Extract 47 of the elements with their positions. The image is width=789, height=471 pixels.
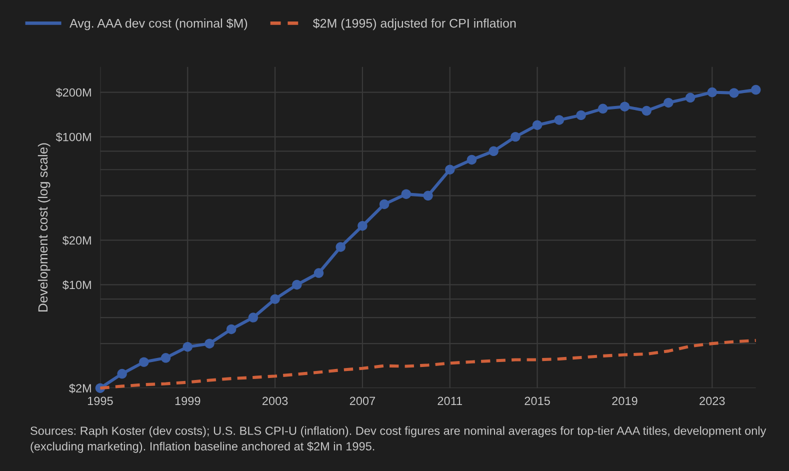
point (664, 98, 674, 108)
point (554, 115, 564, 125)
point (358, 221, 368, 231)
point (423, 190, 433, 201)
point (204, 338, 214, 348)
x-tick-label: 2015 (524, 396, 550, 406)
point (248, 312, 258, 322)
y-tick-label: $20M (62, 236, 91, 246)
legend-label: Avg. AAA dev cost (nominal $M) (70, 18, 248, 30)
point (685, 92, 696, 102)
y-tick-label: $10M (62, 280, 91, 290)
point (751, 84, 761, 95)
point (292, 280, 302, 290)
x-tick-label: 1995 (88, 396, 113, 406)
point (576, 110, 586, 120)
point (510, 132, 520, 142)
source-note: Sources: Raph Koster (dev costs); U.S. BLS CPI-U (inflation). Dev cost figures are nominal averages for top-tier AAA titles, development only (excluding marketing). Inflation baseline anchored at $2M in 1995. (30, 426, 766, 453)
y-tick-label: $200M (56, 88, 91, 98)
x-tick-label: 2003 (262, 396, 288, 406)
x-tick-label: 2023 (700, 396, 725, 406)
x-tick-label: 1999 (175, 396, 200, 406)
legend-label: $2M (1995) adjusted for CPI inflation (312, 18, 516, 30)
point (379, 199, 390, 210)
x-tick-label: 2011 (438, 396, 462, 406)
point (620, 102, 630, 112)
point (226, 324, 236, 334)
point (401, 189, 412, 199)
point (182, 342, 192, 352)
x-tick-label: 2007 (350, 396, 376, 406)
point (270, 294, 280, 304)
x-tick-label: 2019 (612, 396, 638, 406)
point (466, 154, 477, 165)
point (488, 146, 498, 156)
point (160, 353, 171, 363)
y-tick-label: $100M (56, 132, 91, 142)
point (117, 368, 127, 379)
point (336, 242, 346, 252)
point (729, 88, 739, 98)
point (314, 268, 324, 278)
point (642, 106, 652, 116)
point (139, 357, 149, 367)
point (707, 87, 718, 98)
y-tick-label: $2M (69, 384, 91, 394)
point (598, 104, 608, 114)
point (445, 164, 455, 174)
point (532, 120, 542, 130)
y-axis-title: Development cost (log scale) (38, 143, 50, 312)
